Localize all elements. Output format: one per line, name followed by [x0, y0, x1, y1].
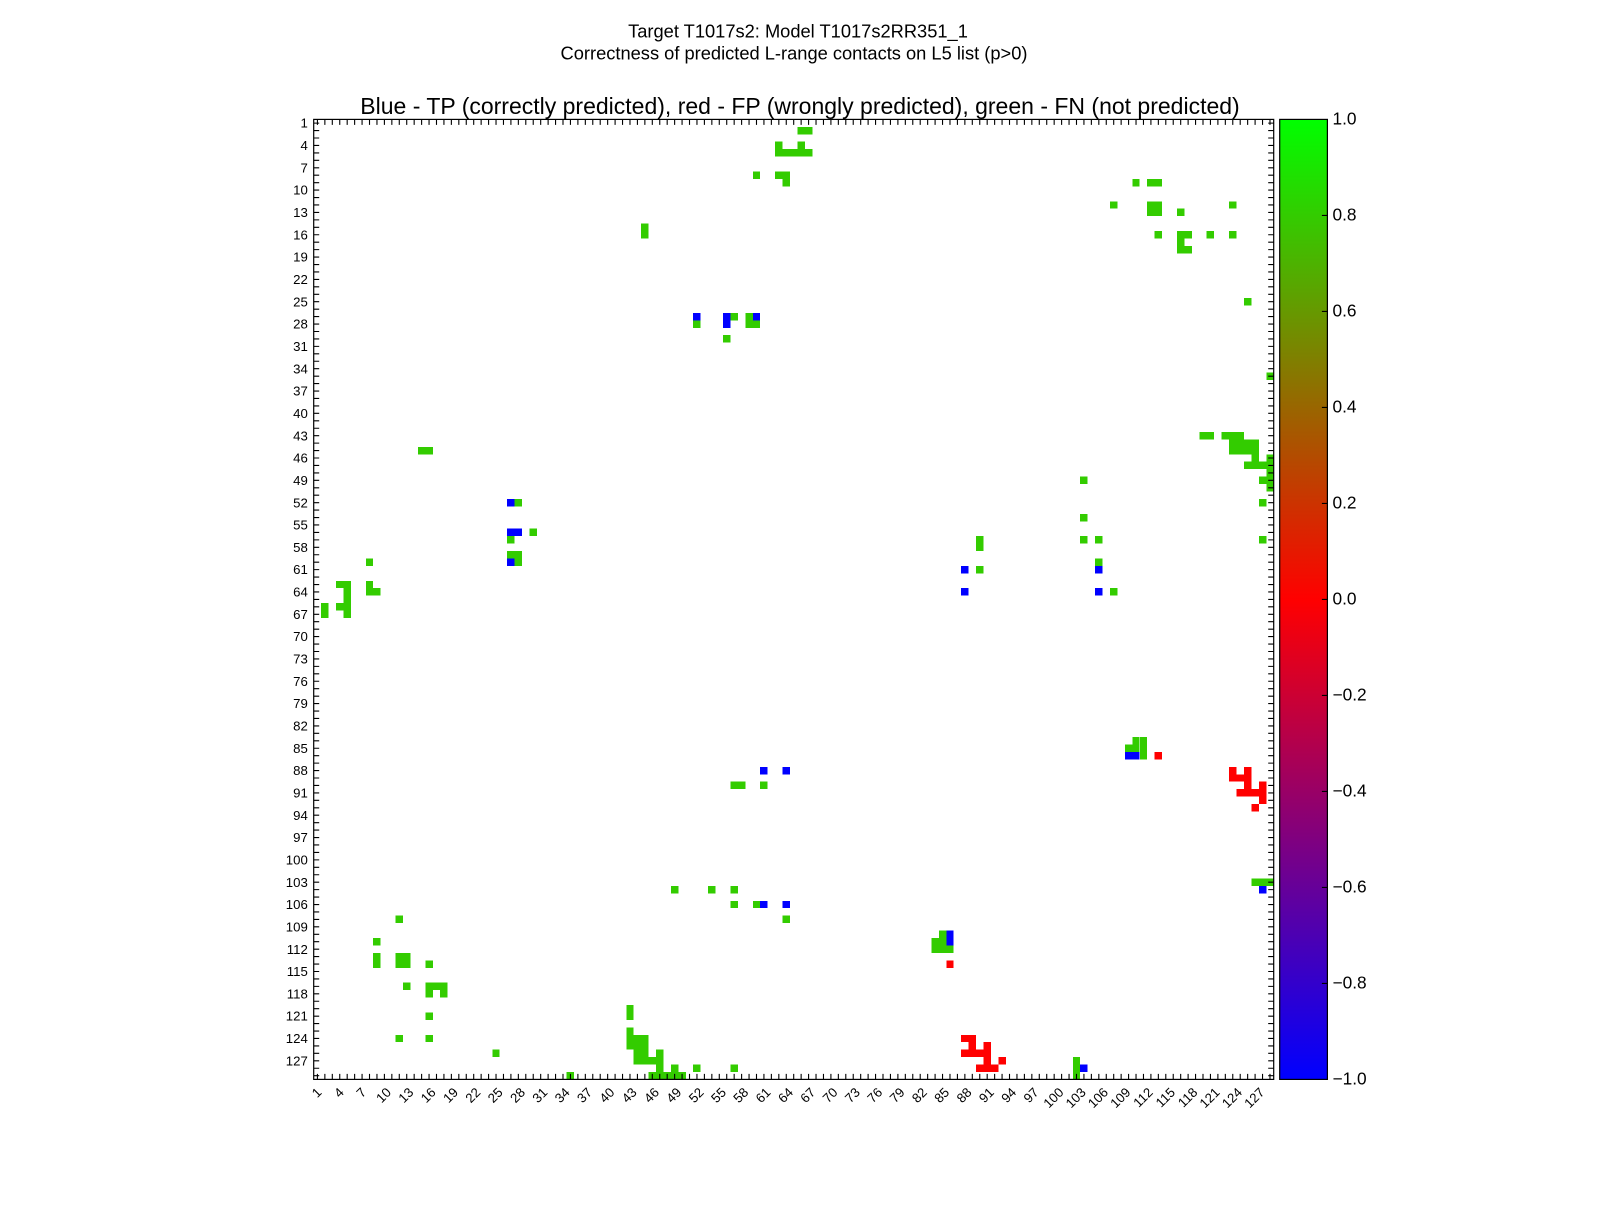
svg-text:22: 22	[293, 272, 308, 287]
svg-text:91: 91	[293, 786, 308, 801]
svg-text:−0.4: −0.4	[1333, 781, 1368, 801]
svg-text:70: 70	[293, 629, 308, 644]
svg-text:82: 82	[293, 719, 308, 734]
svg-text:−0.8: −0.8	[1333, 973, 1367, 993]
svg-text:67: 67	[293, 607, 308, 622]
svg-text:16: 16	[293, 227, 308, 242]
svg-text:Blue - TP (correctly predicted: Blue - TP (correctly predicted), red - F…	[360, 93, 1239, 119]
svg-text:31: 31	[293, 339, 308, 354]
svg-text:100: 100	[286, 853, 308, 868]
svg-text:76: 76	[293, 674, 308, 689]
svg-text:1: 1	[300, 116, 307, 131]
svg-text:121: 121	[286, 1009, 308, 1024]
svg-text:73: 73	[293, 652, 308, 667]
svg-text:61: 61	[293, 562, 308, 577]
svg-text:25: 25	[293, 294, 308, 309]
svg-text:19: 19	[293, 250, 308, 265]
svg-text:34: 34	[293, 361, 308, 376]
svg-text:13: 13	[293, 205, 308, 220]
svg-text:0.2: 0.2	[1333, 493, 1357, 513]
svg-text:0.4: 0.4	[1333, 397, 1357, 417]
svg-text:0.0: 0.0	[1333, 589, 1357, 609]
svg-text:97: 97	[293, 830, 308, 845]
svg-text:−0.2: −0.2	[1333, 685, 1367, 705]
svg-text:106: 106	[286, 897, 308, 912]
svg-text:43: 43	[293, 428, 308, 443]
svg-text:10: 10	[293, 183, 308, 198]
svg-text:55: 55	[293, 518, 308, 533]
svg-text:94: 94	[293, 808, 308, 823]
svg-text:103: 103	[286, 875, 308, 890]
svg-text:52: 52	[293, 495, 308, 510]
svg-text:115: 115	[287, 964, 308, 979]
svg-text:28: 28	[293, 317, 308, 332]
svg-text:118: 118	[287, 986, 308, 1001]
svg-text:1.0: 1.0	[1333, 109, 1357, 129]
svg-text:124: 124	[286, 1031, 308, 1046]
svg-text:37: 37	[293, 384, 308, 399]
svg-text:0.8: 0.8	[1333, 205, 1357, 225]
svg-text:88: 88	[293, 763, 308, 778]
svg-text:7: 7	[300, 160, 307, 175]
svg-text:4: 4	[300, 138, 307, 153]
svg-text:58: 58	[293, 540, 308, 555]
svg-text:112: 112	[287, 942, 308, 957]
svg-text:79: 79	[293, 696, 308, 711]
svg-text:−0.6: −0.6	[1333, 877, 1367, 897]
svg-text:Target T1017s2: Model T1017s2R: Target T1017s2: Model T1017s2RR351_1	[628, 21, 968, 43]
svg-text:64: 64	[293, 585, 308, 600]
svg-text:49: 49	[293, 473, 308, 488]
svg-text:−1.0: −1.0	[1333, 1069, 1367, 1089]
svg-text:109: 109	[286, 919, 308, 934]
svg-text:Correctness of predicted L-ran: Correctness of predicted L-range contact…	[561, 43, 1028, 64]
svg-text:85: 85	[293, 741, 308, 756]
svg-text:46: 46	[293, 451, 308, 466]
svg-text:0.6: 0.6	[1333, 301, 1357, 321]
svg-text:40: 40	[293, 406, 308, 421]
svg-text:127: 127	[286, 1053, 308, 1068]
